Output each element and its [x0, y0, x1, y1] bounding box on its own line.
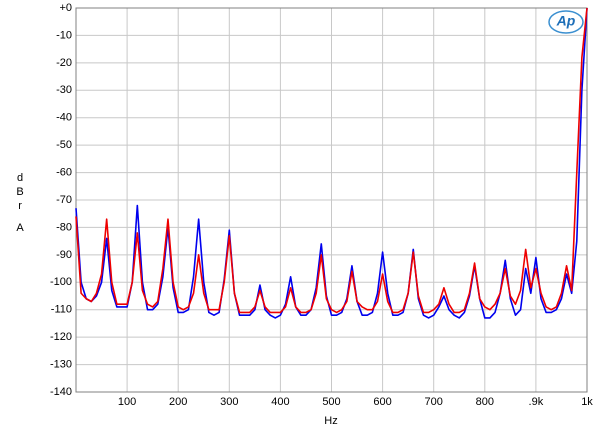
y-tick-label: -130: [50, 358, 72, 370]
x-tick-label: 300: [220, 396, 238, 408]
logo: Ap: [556, 13, 576, 29]
x-tick-label: 700: [425, 396, 443, 408]
y-tick-label: -80: [56, 221, 72, 233]
y-tick-label: -110: [51, 304, 72, 316]
x-tick-label: 100: [118, 396, 136, 408]
y-tick-label: -30: [56, 84, 72, 96]
x-tick-label: .9k: [529, 396, 544, 408]
y-axis-label: dBr: [14, 172, 26, 214]
plot-frame: [75, 7, 588, 393]
y-tick-label: -140: [50, 386, 72, 398]
x-tick-label: 200: [169, 396, 187, 408]
y-tick-label: -120: [50, 331, 72, 343]
y-tick-label: -40: [56, 112, 72, 124]
y-tick-label: -20: [56, 57, 72, 69]
y-tick-label: +0: [59, 2, 72, 14]
x-tick-label: 1k: [581, 396, 593, 408]
x-tick-label: 600: [373, 396, 391, 408]
y-tick-label: -90: [56, 249, 72, 261]
y-tick-label: -100: [50, 276, 72, 288]
y-tick-label: -60: [56, 166, 72, 178]
y-tick-label: -50: [56, 139, 72, 151]
x-tick-label: 500: [322, 396, 340, 408]
series-line: [75, 7, 588, 314]
y-axis-weighting: A: [16, 222, 24, 234]
x-tick-label: 400: [271, 396, 289, 408]
x-tick-label: 800: [476, 396, 494, 408]
y-tick-label: -70: [56, 194, 72, 206]
x-axis-label: Hz: [324, 415, 337, 427]
logo-ring: [548, 10, 584, 34]
y-tick-label: -10: [56, 29, 72, 41]
